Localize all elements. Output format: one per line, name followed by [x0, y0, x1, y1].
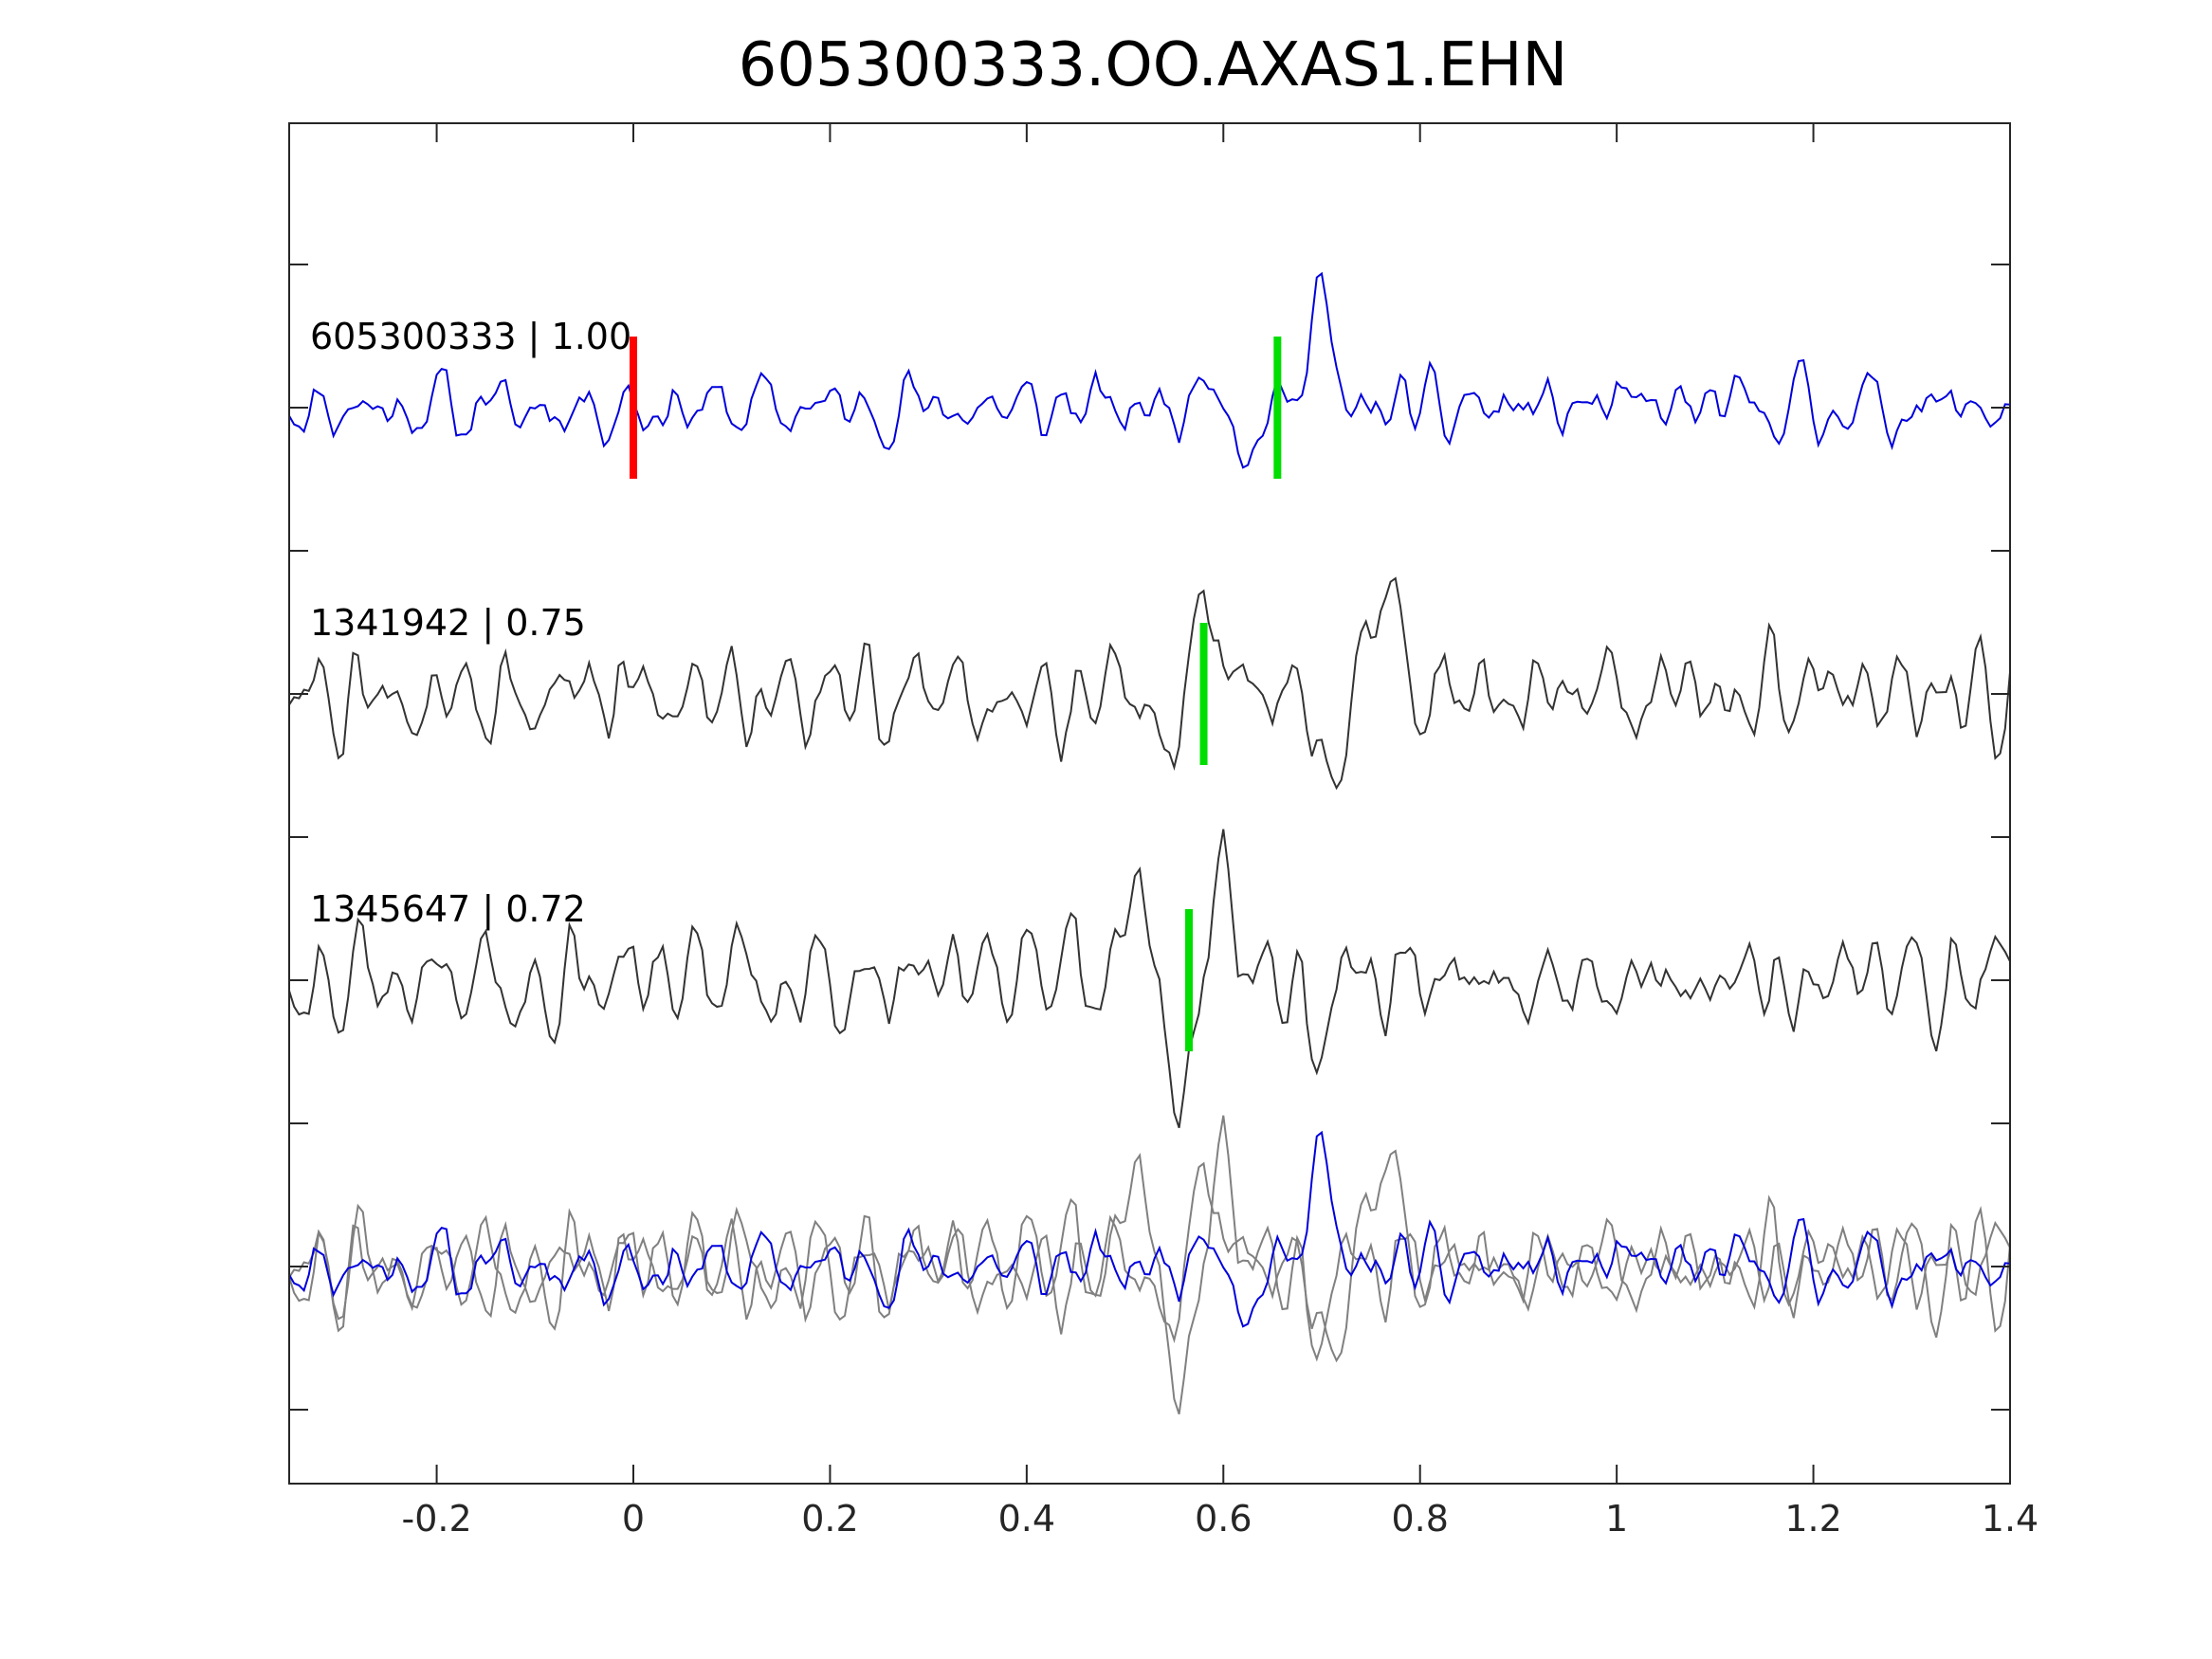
overlay-trace-2	[288, 1149, 2011, 1363]
trace-line-3	[288, 829, 2011, 1129]
trace-line-2	[288, 576, 2011, 791]
trace-label-3: 1345647 | 0.72	[310, 888, 586, 931]
overlay-trace-reference	[288, 1130, 2011, 1328]
traces-layer	[288, 271, 2011, 1415]
x-axis-ticks: -0.2 0 0.2 0.4 0.6 0.8 1 1.2 1.4	[401, 123, 2038, 1540]
plot-axes	[288, 122, 2011, 1485]
trace-label-1: 605300333 | 1.00	[310, 316, 631, 358]
trace-line-1	[288, 271, 2011, 469]
x-tick-label: 1.2	[1784, 1498, 1841, 1540]
x-tick-label: 0.8	[1391, 1498, 1448, 1540]
x-tick-label: 0.6	[1195, 1498, 1252, 1540]
x-tick-label: 0.4	[998, 1498, 1055, 1540]
trace-label-2: 1341942 | 0.75	[310, 602, 586, 645]
x-tick-label: 1.4	[1982, 1498, 2038, 1540]
x-tick-label: 1	[1605, 1498, 1628, 1540]
trace-group-1	[288, 271, 2011, 479]
chart-title: 605300333.OO.AXAS1.EHN	[739, 30, 1568, 100]
trace-group-3	[288, 829, 2011, 1129]
overlay-trace-3	[288, 1115, 2011, 1415]
overlay-group	[288, 1115, 2011, 1415]
x-tick-label: 0.2	[801, 1498, 858, 1540]
x-tick-label: 0	[622, 1498, 645, 1540]
x-tick-label: -0.2	[401, 1498, 471, 1540]
plot-frame	[288, 122, 2011, 1485]
trace-group-2	[288, 576, 2011, 791]
trace-labels: 605300333 | 1.00 1341942 | 0.75 1345647 | …	[310, 316, 631, 931]
